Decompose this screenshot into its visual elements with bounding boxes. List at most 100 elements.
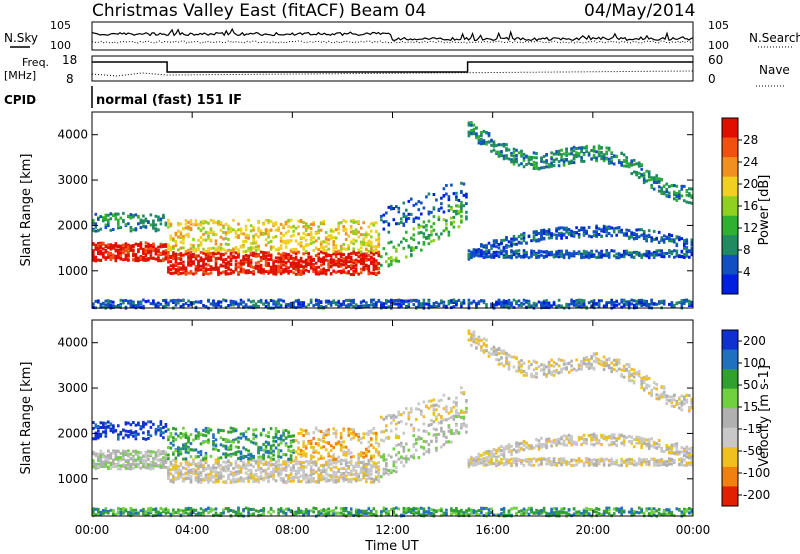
echo-cell xyxy=(688,201,691,205)
echo-cell xyxy=(395,299,398,302)
echo-cell xyxy=(432,215,436,219)
echo-cell xyxy=(207,272,210,276)
echo-cell xyxy=(324,244,328,248)
echo-cell xyxy=(440,202,443,206)
echo-cell xyxy=(187,464,190,468)
echo-cell xyxy=(535,164,538,168)
echo-cell xyxy=(122,428,125,432)
echo-cell xyxy=(354,269,358,273)
echo-cell xyxy=(102,430,105,434)
echo-cell xyxy=(117,435,120,439)
echo-cell xyxy=(237,228,240,232)
echo-cell xyxy=(174,252,178,256)
echo-cell xyxy=(219,248,223,252)
echo-cell xyxy=(99,462,103,466)
echo-cell xyxy=(668,191,671,195)
echo-cell xyxy=(482,244,486,248)
echo-cell xyxy=(267,466,270,470)
echo-cell xyxy=(587,153,591,157)
echo-cell xyxy=(239,512,243,516)
echo-cell xyxy=(152,456,155,460)
echo-cell xyxy=(257,235,260,239)
echo-cell xyxy=(372,272,376,275)
echo-cell xyxy=(187,227,190,231)
echo-cell xyxy=(132,249,135,252)
echo-cell xyxy=(530,249,533,253)
echo-cell xyxy=(530,239,533,243)
echo-cell xyxy=(179,305,183,309)
echo-cell xyxy=(264,254,268,258)
echo-cell xyxy=(134,432,138,436)
echo-cell xyxy=(485,254,488,258)
echo-cell xyxy=(317,265,320,269)
echo-cell xyxy=(227,446,230,450)
echo-cell xyxy=(194,247,198,251)
echo-cell xyxy=(545,305,548,309)
echo-cell xyxy=(259,232,263,235)
echo-cell xyxy=(129,465,133,469)
echo-cell xyxy=(309,262,313,266)
echo-cell xyxy=(452,209,456,213)
echo-cell xyxy=(152,508,155,512)
echo-cell xyxy=(124,247,128,251)
echo-cell xyxy=(437,303,441,307)
echo-cell xyxy=(224,299,228,303)
echo-cell xyxy=(607,232,611,236)
echo-cell xyxy=(652,253,656,257)
echo-cell xyxy=(144,422,148,426)
echo-cell xyxy=(179,469,183,473)
echo-cell xyxy=(540,232,543,235)
echo-cell xyxy=(187,462,190,466)
echo-cell xyxy=(99,426,103,429)
echo-cell xyxy=(257,465,260,469)
echo-cell xyxy=(117,256,120,260)
echo-cell xyxy=(512,234,516,238)
echo-cell xyxy=(565,236,568,240)
echo-cell xyxy=(232,478,235,481)
echo-cell xyxy=(207,427,210,430)
echo-cell xyxy=(287,218,290,222)
echo-cell xyxy=(472,253,476,257)
echo-cell xyxy=(274,267,278,271)
echo-cell xyxy=(289,249,293,253)
echo-cell xyxy=(477,252,481,256)
echo-cell xyxy=(334,255,338,259)
echo-cell xyxy=(269,463,273,467)
echo-cell xyxy=(154,227,158,231)
echo-cell xyxy=(417,231,421,235)
echo-cell xyxy=(289,262,293,266)
echo-cell xyxy=(209,255,213,259)
echo-cell xyxy=(505,305,508,309)
echo-cell xyxy=(437,215,441,219)
echo-cell xyxy=(202,247,205,251)
echo-cell xyxy=(224,257,228,261)
echo-cell xyxy=(430,233,433,237)
echo-cell xyxy=(157,253,160,257)
echo-cell xyxy=(400,240,403,244)
echo-cell xyxy=(420,305,423,308)
echo-cell xyxy=(147,450,150,454)
echo-cell xyxy=(202,468,205,472)
echo-cell xyxy=(279,298,283,302)
echo-cell xyxy=(490,255,493,258)
echo-cell xyxy=(112,451,115,455)
echo-cell xyxy=(244,463,248,467)
echo-cell xyxy=(430,225,433,229)
echo-cell xyxy=(269,456,273,460)
echo-cell xyxy=(139,241,143,245)
echo-cell xyxy=(214,221,218,225)
echo-cell xyxy=(475,126,478,130)
echo-cell xyxy=(222,511,225,515)
echo-cell xyxy=(515,300,518,304)
echo-cell xyxy=(199,471,203,475)
echo-cell xyxy=(570,231,573,235)
echo-cell xyxy=(177,235,180,239)
frequency-panel: Freq. [MHz] 18 8 60 0 Nave xyxy=(4,53,790,87)
echo-cell xyxy=(510,158,513,162)
echo-cell xyxy=(104,431,108,434)
echo-cell xyxy=(249,475,253,479)
echo-cell xyxy=(144,254,148,258)
echo-cell xyxy=(169,513,173,517)
echo-cell xyxy=(94,467,98,471)
echo-cell xyxy=(642,229,646,233)
